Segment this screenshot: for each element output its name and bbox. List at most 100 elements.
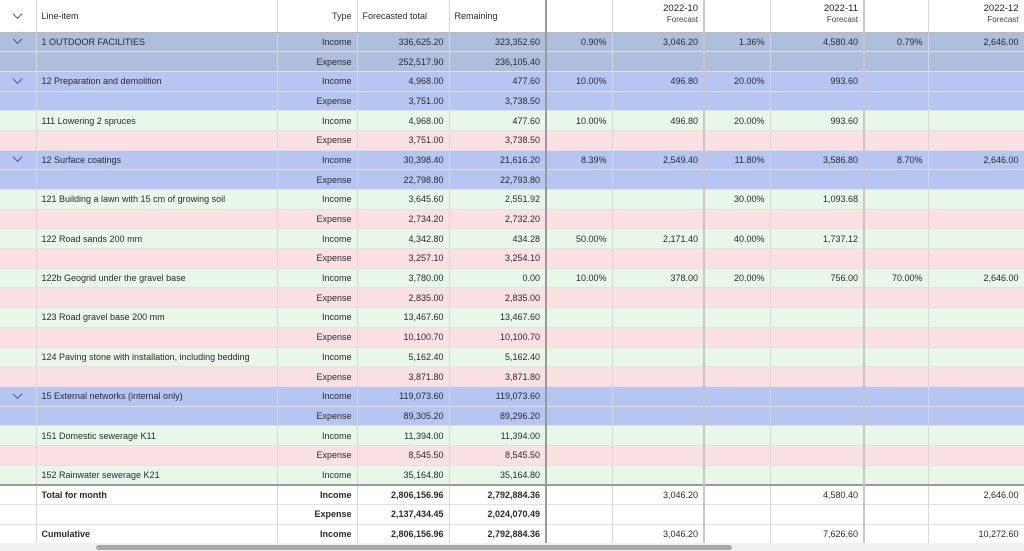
- month-value-cell[interactable]: 496.80: [612, 71, 705, 92]
- month-value-cell[interactable]: 993.60: [770, 110, 865, 131]
- forecast-cell[interactable]: 3,257.10: [357, 248, 450, 269]
- month-value-cell[interactable]: [770, 91, 865, 112]
- header-forecasted-total[interactable]: Forecasted total: [357, 0, 450, 33]
- month-pct-cell[interactable]: [546, 307, 613, 328]
- month-value-cell[interactable]: [612, 386, 705, 407]
- month-value-cell[interactable]: [928, 130, 1024, 151]
- header-month-2022-12[interactable]: 2022-12 Forecast: [928, 0, 1024, 33]
- month-pct-cell[interactable]: 10.00%: [546, 110, 613, 131]
- month-pct-cell[interactable]: 50.00%: [546, 228, 613, 250]
- month-value-cell[interactable]: [928, 425, 1024, 446]
- month-pct-cell[interactable]: 20.00%: [704, 71, 771, 92]
- month-value-cell[interactable]: [770, 248, 865, 269]
- month-pct-cell[interactable]: [704, 406, 771, 427]
- month-value-cell[interactable]: [770, 287, 865, 309]
- scrollbar-thumb[interactable]: [96, 545, 732, 550]
- month-pct-cell[interactable]: [864, 248, 929, 269]
- month-pct-cell[interactable]: [546, 209, 613, 230]
- month-pct-cell[interactable]: 20.00%: [704, 268, 771, 289]
- month-pct-cell[interactable]: [864, 406, 929, 427]
- month-value-cell[interactable]: 2,646.00: [928, 268, 1024, 289]
- month-value-cell[interactable]: [928, 386, 1024, 407]
- month-pct-cell[interactable]: [864, 287, 929, 309]
- month-pct-cell[interactable]: 10.00%: [546, 71, 613, 92]
- month-value-cell[interactable]: [770, 209, 865, 230]
- month-pct-cell[interactable]: [704, 51, 771, 72]
- month-value-cell[interactable]: 2,549.40: [612, 150, 705, 171]
- month-value-cell[interactable]: [928, 366, 1024, 387]
- header-month-2022-10[interactable]: 2022-10 Forecast: [612, 0, 705, 33]
- month-value-cell[interactable]: 496.80: [612, 110, 705, 131]
- month-value-cell[interactable]: [928, 406, 1024, 427]
- month-value-cell[interactable]: [928, 51, 1024, 72]
- table-row[interactable]: 124 Paving stone with installation, incl…: [0, 347, 1024, 368]
- forecast-cell[interactable]: 4,968.00: [357, 71, 450, 92]
- table-row[interactable]: 1 OUTDOOR FACILITIES Income 336,625.20 323,…: [0, 32, 1024, 53]
- month-pct-cell[interactable]: [864, 465, 929, 486]
- table-row[interactable]: Expense 3,751.00 3,738.50: [0, 91, 1024, 112]
- month-pct-cell[interactable]: [704, 307, 771, 328]
- table-row[interactable]: 121 Building a lawn with 15 cm of growin…: [0, 189, 1024, 210]
- table-row[interactable]: 12 Preparation and demolition Income 4,968…: [0, 71, 1024, 92]
- month-pct-cell[interactable]: [864, 445, 929, 466]
- month-pct-cell[interactable]: [546, 189, 613, 210]
- month-pct-cell[interactable]: [546, 51, 613, 72]
- month-value-cell[interactable]: [612, 248, 705, 269]
- month-value-cell[interactable]: [612, 209, 705, 230]
- month-value-cell[interactable]: 2,646.00: [928, 150, 1024, 171]
- forecast-cell[interactable]: 3,751.00: [357, 91, 450, 112]
- month-value-cell[interactable]: [928, 327, 1024, 348]
- month-value-cell[interactable]: [612, 445, 705, 466]
- month-value-cell[interactable]: [612, 465, 705, 486]
- month-value-cell[interactable]: [928, 91, 1024, 112]
- month-pct-cell[interactable]: [546, 386, 613, 407]
- month-value-cell[interactable]: 756.00: [770, 268, 865, 289]
- month-value-cell[interactable]: [612, 130, 705, 151]
- month-value-cell[interactable]: [770, 445, 865, 466]
- month-pct-cell[interactable]: [864, 327, 929, 348]
- month-pct-cell[interactable]: [864, 71, 929, 92]
- forecast-cell[interactable]: 2,734.20: [357, 209, 450, 230]
- month-pct-cell[interactable]: [704, 386, 771, 407]
- month-pct-cell[interactable]: [546, 425, 613, 446]
- forecast-cell[interactable]: 4,342.80: [357, 228, 450, 250]
- month-pct-cell[interactable]: [864, 347, 929, 368]
- month-value-cell[interactable]: 1,093.68: [770, 189, 865, 210]
- month-pct-cell[interactable]: [546, 347, 613, 368]
- forecast-cell[interactable]: 4,968.00: [357, 110, 450, 131]
- month-value-cell[interactable]: [770, 169, 865, 190]
- month-pct-cell[interactable]: 30.00%: [704, 189, 771, 210]
- month-pct-cell[interactable]: [704, 445, 771, 466]
- forecast-cell[interactable]: 2,835.00: [357, 287, 450, 309]
- forecast-cell[interactable]: 3,871.80: [357, 366, 450, 387]
- month-value-cell[interactable]: [928, 248, 1024, 269]
- month-value-cell[interactable]: [612, 347, 705, 368]
- forecast-cell[interactable]: 3,645.60: [357, 189, 450, 210]
- month-pct-cell[interactable]: [864, 110, 929, 131]
- month-value-cell[interactable]: [770, 347, 865, 368]
- forecast-cell[interactable]: 8,545.50: [357, 445, 450, 466]
- month-pct-cell[interactable]: [864, 130, 929, 151]
- month-value-cell[interactable]: 2,646.00: [928, 32, 1024, 53]
- month-value-cell[interactable]: [612, 189, 705, 210]
- month-value-cell[interactable]: [928, 189, 1024, 210]
- month-pct-cell[interactable]: [546, 366, 613, 387]
- month-value-cell[interactable]: [612, 169, 705, 190]
- month-pct-cell[interactable]: [704, 130, 771, 151]
- month-value-cell[interactable]: [770, 425, 865, 446]
- collapse-toggle[interactable]: [0, 32, 37, 53]
- forecast-cell[interactable]: 11,394.00: [357, 425, 450, 446]
- header-line-item[interactable]: Line-item: [36, 0, 278, 33]
- month-pct-cell[interactable]: [704, 425, 771, 446]
- month-value-cell[interactable]: [928, 169, 1024, 190]
- month-value-cell[interactable]: 993.60: [770, 71, 865, 92]
- forecast-cell[interactable]: 252,517.90: [357, 51, 450, 72]
- month-value-cell[interactable]: 1,737.12: [770, 228, 865, 250]
- month-value-cell[interactable]: [770, 406, 865, 427]
- table-row[interactable]: Expense 3,871.80 3,871.80: [0, 366, 1024, 387]
- month-value-cell[interactable]: [928, 445, 1024, 466]
- collapse-toggle[interactable]: [0, 386, 37, 407]
- forecast-cell[interactable]: 10,100.70: [357, 327, 450, 348]
- month-value-cell[interactable]: [928, 307, 1024, 328]
- table-row[interactable]: 122b Geogrid under the gravel base Income…: [0, 268, 1024, 289]
